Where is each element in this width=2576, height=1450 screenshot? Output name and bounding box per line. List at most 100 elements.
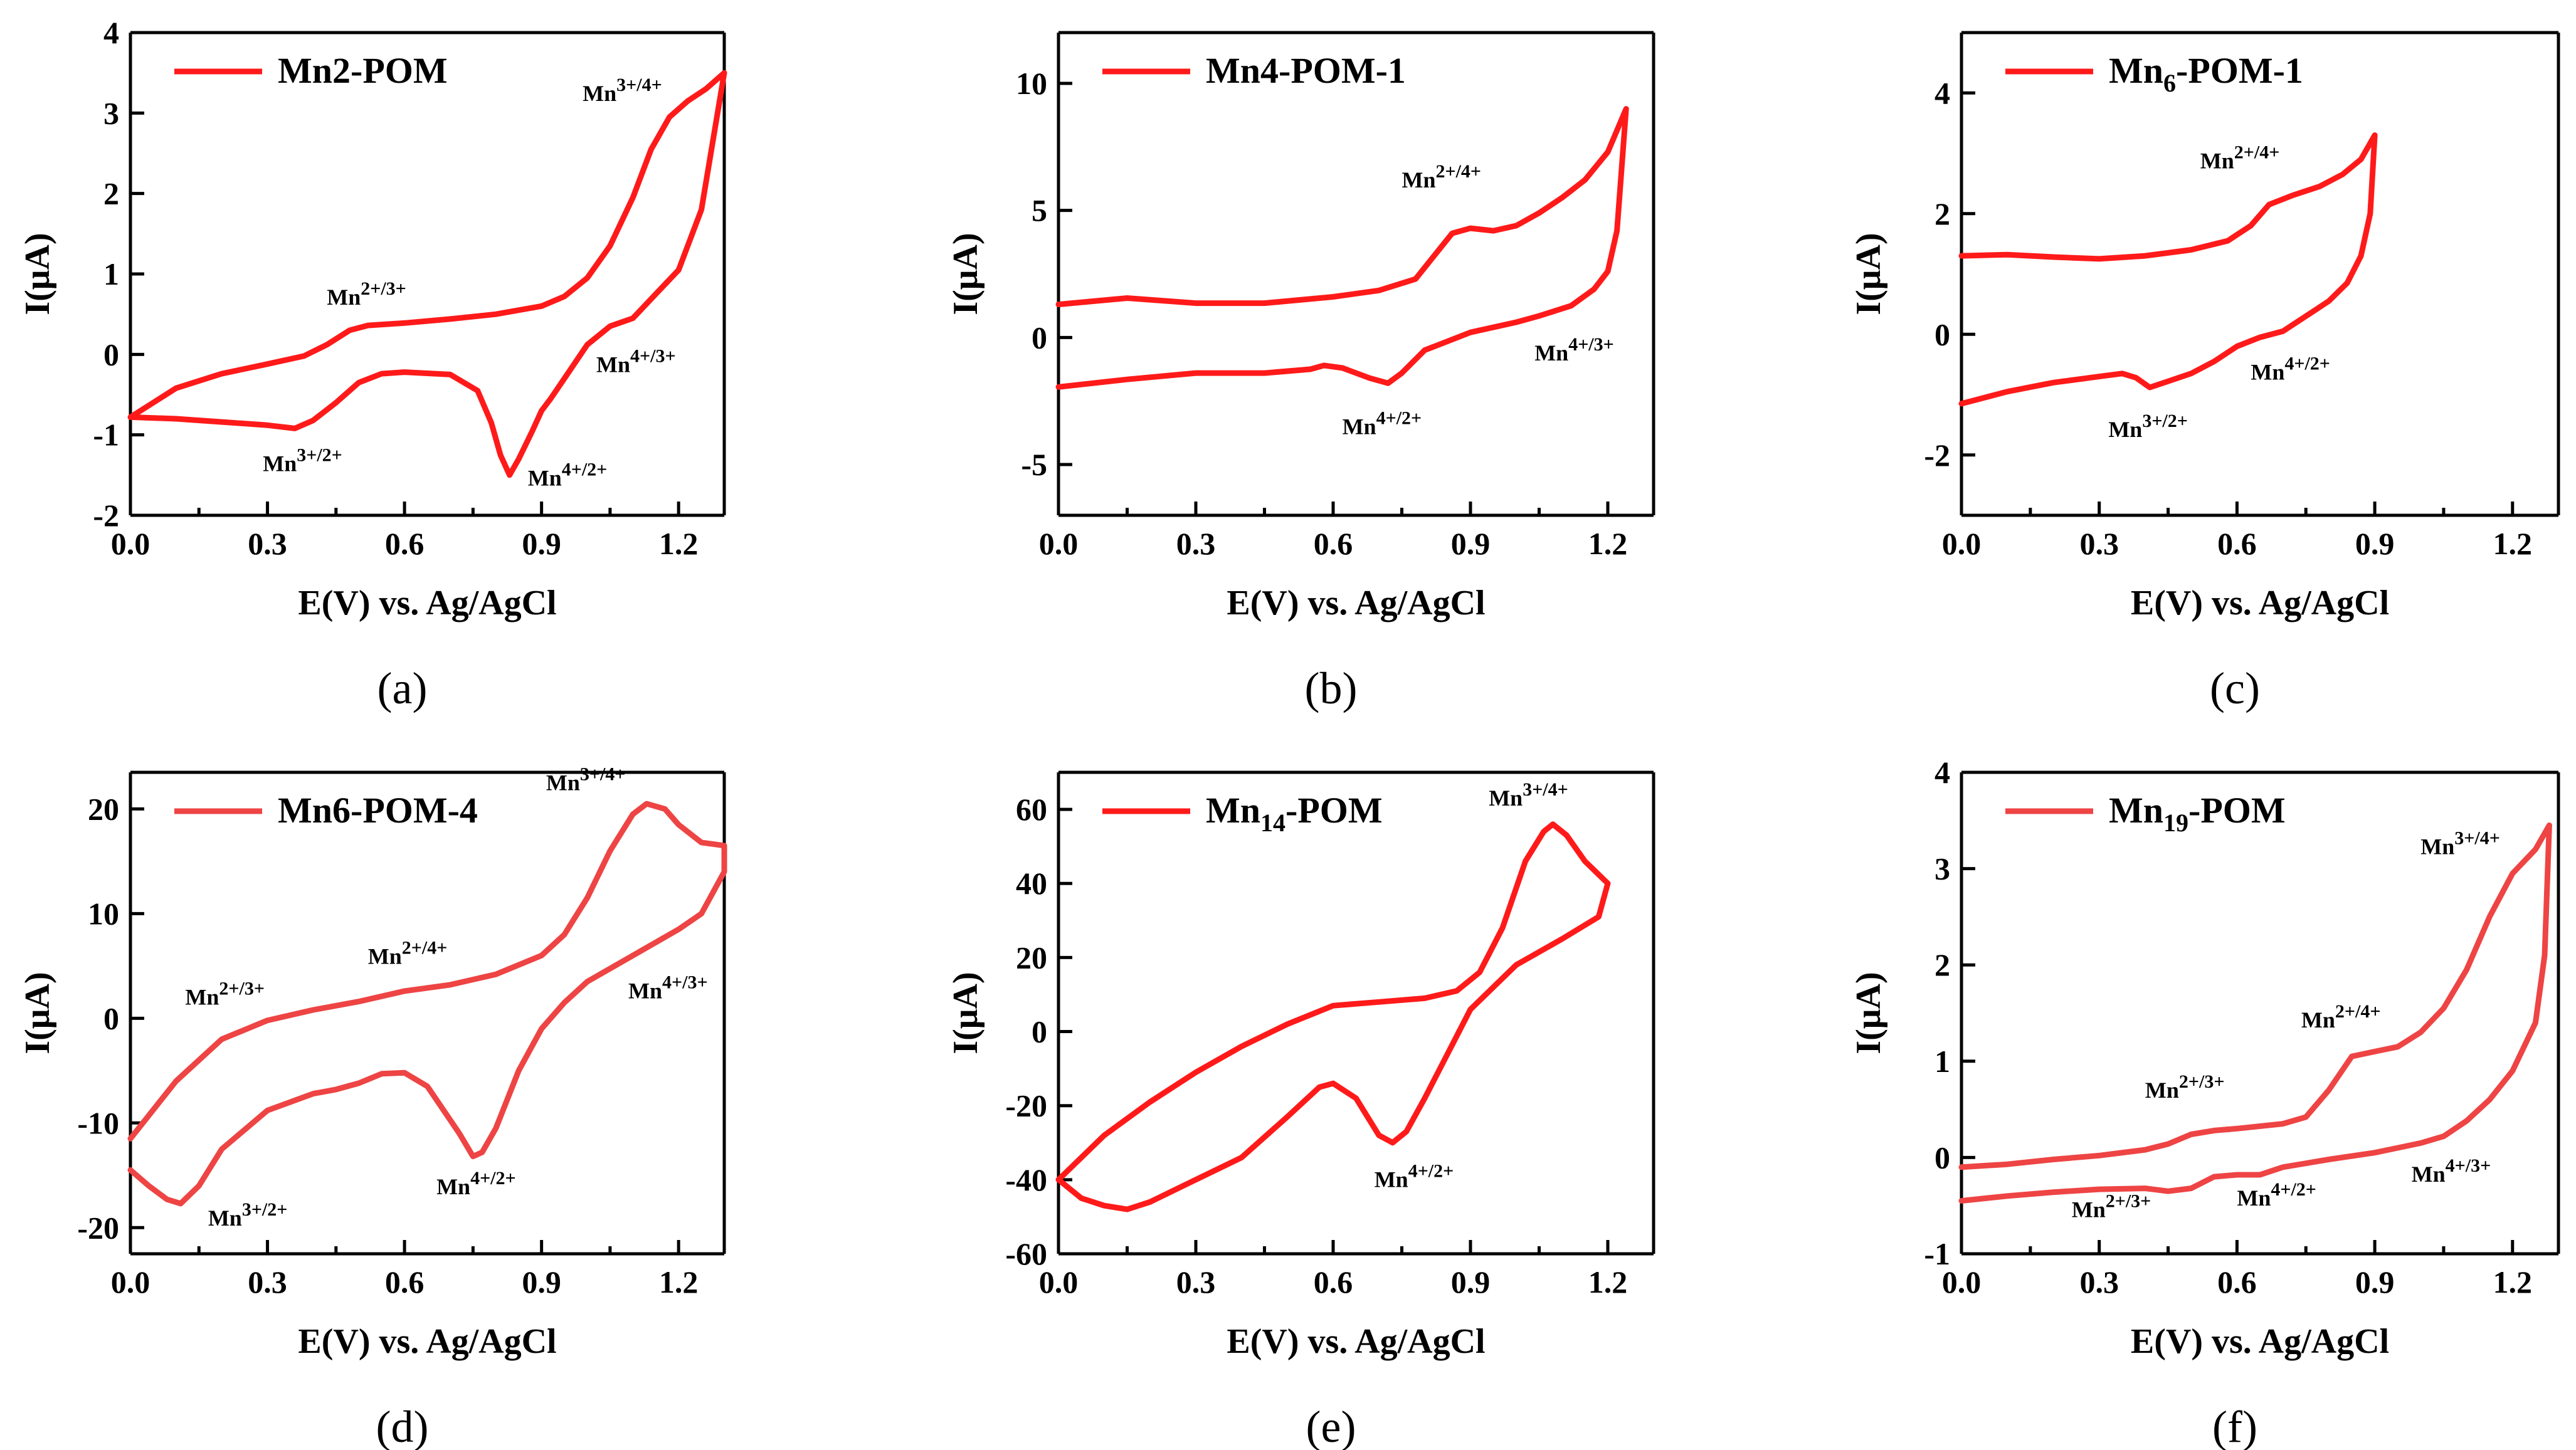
cv-curve: [1958, 822, 2552, 1204]
peak-annotation: Mn4+/2+: [436, 1168, 516, 1199]
legend-label: Mn19-POM: [2109, 790, 2286, 837]
peak-annotation: Mn3+/4+: [546, 764, 626, 795]
y-tick-label: 2: [103, 176, 119, 211]
legend-label: Mn6-POM-1: [2109, 50, 2303, 97]
peak-annotation: Mn4+/2+: [1343, 407, 1422, 439]
panel-d: 0.0 0.3 0.6 0.9 1.2 -20 -10 0 10 20 E(V) vs. Ag/Ag…: [18, 764, 727, 1450]
x-tick-label: 0.3: [2079, 526, 2119, 561]
peak-annotation: Mn3+/2+: [263, 444, 342, 476]
y-tick-label: 4: [103, 15, 119, 50]
legend-label: Mn14-POM: [1206, 790, 1383, 837]
y-tick-label: -5: [1021, 447, 1047, 482]
x-tick-label: 0.6: [385, 526, 425, 561]
cv-curve: [1055, 821, 1611, 1212]
y-tick-label: 2: [1935, 196, 1950, 231]
y-tick-label: -2: [93, 498, 119, 533]
y-tick-label: -1: [1924, 1236, 1950, 1271]
x-tick-label: 1.2: [659, 526, 699, 561]
peak-annotation: Mn2+/4+: [368, 938, 448, 969]
x-axis-title: E(V) vs. Ag/AgCl: [298, 1322, 556, 1361]
panel-f: 0.0 0.3 0.6 0.9 1.2 -1 0 1 2 3 4 E(V) vs. Ag/AgCl I(…: [1849, 755, 2560, 1450]
y-tick-label: 0: [1935, 1140, 1950, 1175]
panel-e: 0.0 0.3 0.6 0.9 1.2 -60 -40 -20 0 20 40 60 E(V) vs. …: [946, 770, 1655, 1450]
legend-label: Mn6-POM-4: [278, 790, 478, 831]
panel-label: (d): [376, 1402, 429, 1450]
y-tick-label: 0: [1032, 320, 1047, 355]
y-tick-label: 3: [1935, 851, 1950, 886]
x-tick-label: 0.9: [522, 526, 561, 561]
panel-label: (c): [2210, 663, 2260, 713]
x-tick-label: 0.6: [1314, 526, 1353, 561]
y-tick-label: 0: [1935, 317, 1950, 352]
peak-annotation: Mn3+/4+: [1489, 779, 1568, 811]
y-tick-label: 0: [1032, 1014, 1047, 1049]
y-tick-label: 3: [103, 95, 119, 130]
panel-label: (e): [1306, 1402, 1356, 1450]
y-tick-label: -2: [1924, 438, 1950, 473]
peak-annotation: Mn4+/3+: [1534, 334, 1614, 365]
panel-b: 0.0 0.3 0.6 0.9 1.2 -5 0 5 10 E(V) vs. Ag/AgCl I(μ…: [946, 31, 1655, 713]
cv-curve: [127, 70, 727, 478]
x-tick-label: 0.6: [2217, 526, 2257, 561]
peak-annotation: Mn2+/3+: [327, 278, 406, 310]
y-tick-label: 4: [1935, 755, 1950, 790]
peak-annotation: Mn3+/4+: [583, 75, 662, 106]
peak-annotation: Mn3+/2+: [208, 1199, 288, 1231]
y-tick-label: -40: [1005, 1162, 1047, 1197]
peak-annotation: Mn2+/4+: [2301, 1001, 2381, 1032]
y-tick-label: 60: [1016, 792, 1047, 827]
x-axis-title: E(V) vs. Ag/AgCl: [1227, 1322, 1485, 1361]
y-tick-label: -60: [1005, 1236, 1047, 1271]
y-tick-label: 0: [103, 1001, 119, 1036]
peak-annotation: Mn2+/4+: [2200, 142, 2280, 174]
x-tick-label: 0.9: [2355, 526, 2395, 561]
y-tick-label: -1: [93, 418, 119, 453]
x-axis-title: E(V) vs. Ag/AgCl: [1227, 584, 1485, 623]
peak-annotation: Mn2+/3+: [2145, 1071, 2225, 1103]
x-tick-label: 1.2: [2493, 526, 2533, 561]
x-tick-label: 0.6: [1314, 1264, 1353, 1300]
x-axis-title: E(V) vs. Ag/AgCl: [2131, 1322, 2389, 1361]
panel-a: 0.0 0.3 0.6 0.9 1.2 -2 -1 0 1 2 3 4 E(V) vs. Ag/AgCl…: [18, 15, 727, 713]
x-tick-label: 1.2: [659, 1264, 699, 1300]
peak-annotation: Mn4+/2+: [2251, 353, 2330, 384]
x-tick-label: 0.3: [248, 1264, 287, 1300]
y-axis-title: I(μA): [1849, 972, 1888, 1054]
panel-c: 0.0 0.3 0.6 0.9 1.2 -2 0 2 4 E(V) vs. Ag/AgCl I(μA…: [1849, 31, 2560, 713]
x-tick-label: 0.0: [1942, 1264, 1982, 1300]
y-axis-title: I(μA): [18, 233, 57, 315]
x-tick-label: 0.9: [1451, 1264, 1491, 1300]
peak-annotation: Mn2+/3+: [185, 979, 265, 1010]
x-tick-label: 0.6: [2217, 1264, 2257, 1300]
x-tick-label: 1.2: [1588, 526, 1628, 561]
y-tick-label: 1: [1935, 1044, 1950, 1079]
x-tick-label: 0.6: [385, 1264, 425, 1300]
y-axis-title: I(μA): [946, 233, 985, 315]
x-tick-label: 0.0: [1039, 1264, 1079, 1300]
peak-annotation: Mn2+/4+: [1402, 161, 1482, 192]
x-tick-label: 0.3: [1176, 526, 1216, 561]
x-tick-label: 1.2: [1588, 1264, 1628, 1300]
peak-annotation: Mn4+/3+: [628, 972, 708, 1004]
y-tick-label: -20: [77, 1210, 119, 1245]
y-tick-label: 4: [1935, 75, 1950, 110]
y-axis-title: I(μA): [1849, 233, 1888, 315]
peak-annotation: Mn4+/3+: [596, 346, 676, 377]
x-axis-title: E(V) vs. Ag/AgCl: [298, 584, 556, 623]
x-tick-label: 0.3: [1176, 1264, 1216, 1300]
y-tick-label: 2: [1935, 947, 1950, 982]
x-tick-label: 1.2: [2493, 1264, 2533, 1300]
y-tick-label: 0: [103, 337, 119, 372]
x-tick-label: 0.0: [111, 1264, 150, 1300]
peak-annotation: Mn4+/2+: [2237, 1179, 2316, 1211]
y-tick-label: 1: [103, 256, 119, 292]
x-tick-label: 0.9: [2355, 1264, 2395, 1300]
y-tick-label: 10: [1016, 66, 1047, 101]
y-tick-label: -20: [1005, 1088, 1047, 1123]
cv-curve: [1055, 106, 1629, 390]
cv-curve: [1958, 132, 2378, 407]
x-tick-label: 0.3: [248, 526, 287, 561]
x-axis-title: E(V) vs. Ag/AgCl: [2131, 584, 2389, 623]
panel-label: (b): [1305, 663, 1358, 713]
